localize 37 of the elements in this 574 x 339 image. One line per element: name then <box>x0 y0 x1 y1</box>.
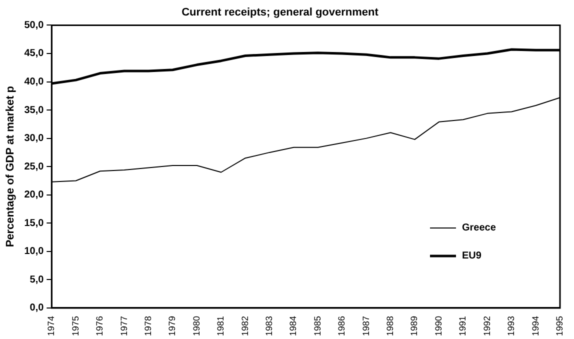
y-tick-label: 50,0 <box>24 20 44 31</box>
x-tick-label: 1976 <box>94 316 105 336</box>
x-tick-label: 1987 <box>360 316 371 336</box>
x-tick-label: 1990 <box>433 316 444 336</box>
x-tick-label: 1980 <box>191 316 202 336</box>
y-tick-label: 25,0 <box>24 161 44 172</box>
y-tick-label: 35,0 <box>24 104 44 116</box>
x-tick-label: 1986 <box>336 316 347 336</box>
x-tick-label: 1984 <box>288 316 298 336</box>
x-tick-label: 1983 <box>264 316 274 336</box>
x-tick-label: 1982 <box>240 316 250 336</box>
x-tick-label: 1993 <box>506 316 516 336</box>
y-tick-label: 5,0 <box>30 274 44 286</box>
x-tick-label: 1991 <box>458 316 468 336</box>
legend-label: Greece <box>462 222 496 234</box>
x-tick-label: 1978 <box>142 316 153 336</box>
x-tick-label: 1979 <box>167 316 178 336</box>
x-tick-label: 1974 <box>46 316 56 336</box>
y-tick-label: 10,0 <box>24 246 44 258</box>
y-tick-label: 30,0 <box>24 133 44 144</box>
y-tick-label: 45,0 <box>24 48 44 60</box>
y-tick-label: 15,0 <box>24 218 44 229</box>
y-tick-label: 40,0 <box>24 76 44 88</box>
legend-label: EU9 <box>462 250 482 262</box>
x-tick-label: 1994 <box>530 316 540 336</box>
x-tick-label: 1977 <box>118 316 129 336</box>
x-tick-label: 1988 <box>385 316 396 336</box>
x-tick-label: 1981 <box>216 316 226 336</box>
x-tick-label: 1989 <box>409 316 420 336</box>
y-tick-label: 20,0 <box>24 190 44 201</box>
x-tick-label: 1975 <box>70 316 80 336</box>
x-tick-label: 1995 <box>554 316 564 336</box>
y-tick-label: 0,0 <box>30 302 44 314</box>
chart-title: Current receipts; general government <box>182 6 379 19</box>
x-tick-label: 1985 <box>312 316 322 336</box>
x-tick-label: 1992 <box>482 316 492 336</box>
y-axis-title: Percentage of GDP at market p <box>4 86 17 248</box>
